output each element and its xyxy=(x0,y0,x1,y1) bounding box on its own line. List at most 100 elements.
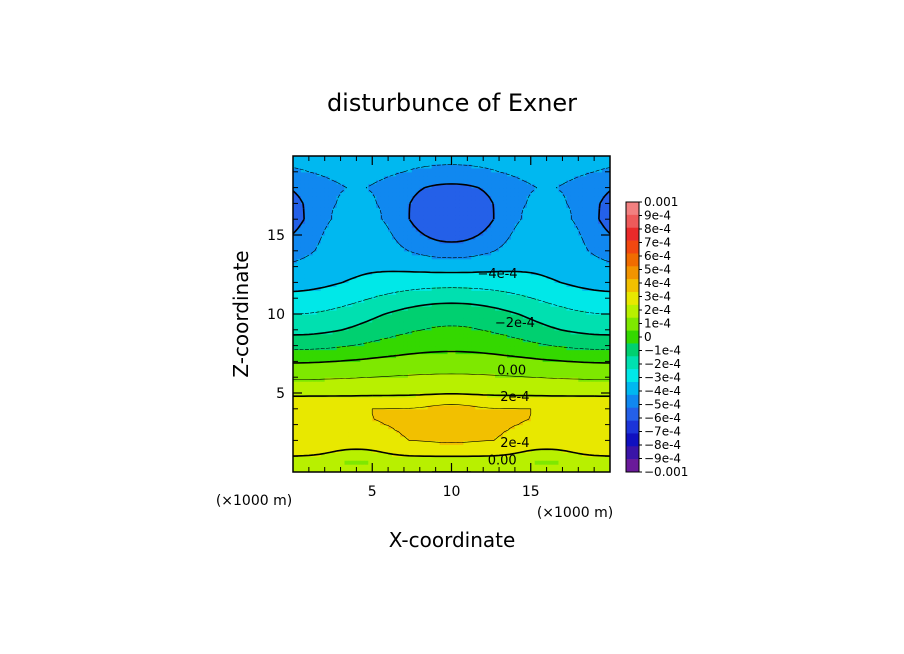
heatmap-cell xyxy=(427,159,433,165)
heatmap-cell xyxy=(534,321,540,327)
heatmap-cell xyxy=(475,381,480,386)
heatmap-cell xyxy=(459,278,464,283)
heatmap-cell xyxy=(435,341,441,347)
heatmap-cell xyxy=(356,385,361,390)
heatmap-cell xyxy=(293,396,298,402)
heatmap-cell xyxy=(340,314,346,319)
heatmap-cell xyxy=(431,464,437,469)
heatmap-cell xyxy=(304,365,310,370)
heatmap-cell xyxy=(344,404,350,410)
heatmap-cell xyxy=(340,227,346,232)
heatmap-cell xyxy=(403,325,409,331)
heatmap-cell xyxy=(415,432,421,438)
heatmap-cell xyxy=(499,440,504,445)
heatmap-cell xyxy=(459,156,464,161)
heatmap-cell xyxy=(304,373,310,378)
heatmap-cell xyxy=(518,440,524,445)
heatmap-cell xyxy=(328,428,334,434)
heatmap-cell xyxy=(467,203,472,208)
heatmap-cell xyxy=(368,171,373,177)
heatmap-cell xyxy=(451,302,457,307)
heatmap-cell xyxy=(530,207,536,212)
heatmap-cell xyxy=(296,302,302,307)
heatmap-cell xyxy=(463,262,468,268)
heatmap-cell xyxy=(296,156,302,161)
heatmap-cell xyxy=(479,468,484,472)
heatmap-cell xyxy=(447,361,453,366)
heatmap-cell xyxy=(503,302,508,307)
heatmap-cell xyxy=(526,246,532,252)
heatmap-cell xyxy=(312,242,318,248)
heatmap-cell xyxy=(451,246,457,252)
heatmap-cell xyxy=(526,381,532,386)
heatmap-cell xyxy=(506,278,512,283)
heatmap-cell xyxy=(399,238,405,244)
heatmap-cell xyxy=(423,274,429,280)
heatmap-cell xyxy=(360,175,365,181)
heatmap-cell xyxy=(388,294,393,299)
heatmap-cell xyxy=(427,163,433,169)
heatmap-cell xyxy=(506,258,512,264)
heatmap-cell xyxy=(320,211,326,216)
heatmap-cell xyxy=(293,306,298,311)
heatmap-cell xyxy=(487,424,492,430)
heatmap-cell xyxy=(459,282,464,287)
heatmap-cell xyxy=(293,195,298,201)
heatmap-cell xyxy=(336,345,342,351)
heatmap-cell xyxy=(403,400,409,406)
heatmap-cell xyxy=(538,440,544,445)
heatmap-cell xyxy=(503,440,508,445)
heatmap-cell xyxy=(396,333,401,339)
heatmap-cell xyxy=(396,420,401,426)
heatmap-cell xyxy=(435,456,441,461)
heatmap-cell xyxy=(455,337,461,343)
heatmap-cell xyxy=(510,282,516,287)
heatmap-cell xyxy=(526,231,532,236)
heatmap-cell xyxy=(506,223,512,228)
heatmap-cell xyxy=(300,400,306,406)
heatmap-cell xyxy=(320,274,326,280)
heatmap-cell xyxy=(376,385,381,390)
heatmap-cell xyxy=(372,199,377,204)
heatmap-cell xyxy=(439,373,445,378)
heatmap-cell xyxy=(415,436,421,441)
heatmap-cell xyxy=(332,341,338,347)
heatmap-cell xyxy=(435,187,441,193)
heatmap-cell xyxy=(296,262,302,268)
heatmap-cell xyxy=(364,199,369,204)
heatmap-cell xyxy=(530,369,536,374)
heatmap-cell xyxy=(324,333,330,339)
heatmap-cell xyxy=(296,412,302,418)
heatmap-cell xyxy=(380,274,385,280)
heatmap-cell xyxy=(503,389,508,394)
heatmap-cell xyxy=(479,306,484,311)
heatmap-cell xyxy=(443,203,449,208)
heatmap-cell xyxy=(463,452,468,457)
heatmap-cell xyxy=(419,361,425,366)
heatmap-cell xyxy=(316,175,322,181)
heatmap-cell xyxy=(308,329,314,335)
heatmap-cell xyxy=(495,314,500,319)
heatmap-cell xyxy=(439,211,445,216)
heatmap-cell xyxy=(332,270,338,276)
heatmap-cell xyxy=(439,290,445,295)
heatmap-cell xyxy=(455,468,461,472)
heatmap-cell xyxy=(380,464,385,469)
heatmap-cell xyxy=(439,258,445,264)
heatmap-cell xyxy=(467,187,472,193)
heatmap-cell xyxy=(320,373,326,378)
heatmap-cell xyxy=(403,250,409,256)
heatmap-cell xyxy=(522,440,528,445)
heatmap-cell xyxy=(435,314,441,319)
heatmap-cell xyxy=(293,381,298,386)
heatmap-cell xyxy=(376,290,381,295)
heatmap-cell xyxy=(332,377,338,382)
heatmap-cell xyxy=(451,345,457,351)
heatmap-cell xyxy=(451,452,457,457)
heatmap-cell xyxy=(427,156,433,161)
heatmap-cell xyxy=(487,396,492,402)
heatmap-cell xyxy=(396,298,401,303)
heatmap-cell xyxy=(534,349,540,355)
heatmap-cell xyxy=(538,349,544,355)
heatmap-cell xyxy=(300,345,306,351)
